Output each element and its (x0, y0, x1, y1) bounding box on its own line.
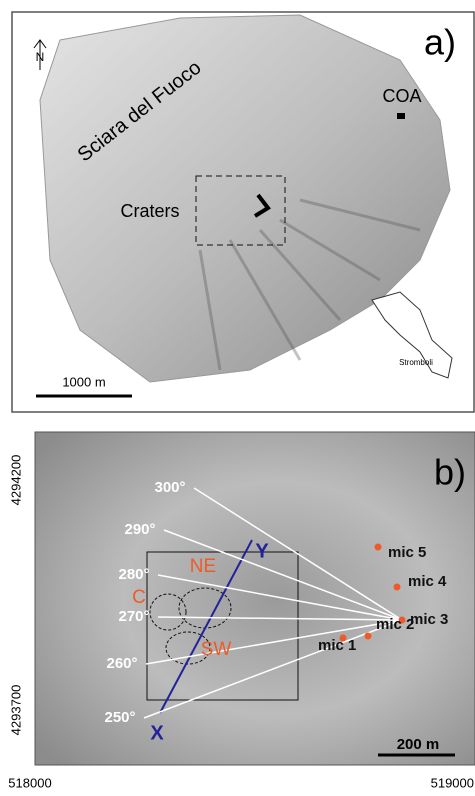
bearing-label: 260° (106, 655, 137, 672)
north-label: N (36, 50, 45, 64)
easting-label: 518000 (8, 775, 51, 790)
station-label: COA (382, 86, 421, 106)
microphone (365, 633, 372, 640)
microphone-label: mic 5 (388, 544, 426, 561)
bearing-label: 280° (118, 566, 149, 583)
station-marker (397, 113, 405, 119)
bearing-label: 290° (124, 521, 155, 538)
profile-label: X (150, 722, 164, 744)
microphone-label: mic 2 (376, 616, 414, 633)
microphone-label: mic 1 (318, 637, 356, 654)
panel-b: 300° 290° 280° 270° 260° 250° Y X NE C SW mic 5 mic … (8, 432, 475, 790)
scale-label: 1000 m (62, 374, 105, 389)
easting-label: 519000 (431, 775, 474, 790)
northing-label: 4294200 (8, 455, 23, 506)
scale-label: 200 m (397, 736, 440, 753)
panel-label: b) (434, 452, 466, 493)
crater-label: C (132, 587, 146, 608)
microphone (375, 544, 382, 551)
bearing-label: 250° (104, 709, 135, 726)
bearing-label: 300° (154, 479, 185, 496)
microphone-label: mic 3 (410, 611, 448, 628)
bearing-label: 270° (118, 608, 149, 625)
profile-label: Y (255, 540, 269, 562)
crater-label: NE (190, 556, 216, 577)
panel-a: N a) Sciara del Fuoco COA Craters 1000 m… (12, 12, 474, 412)
microphone (394, 584, 401, 591)
craters-label: Craters (120, 201, 179, 221)
panel-frame (35, 432, 475, 765)
inset-label: Stromboli (399, 358, 433, 367)
panel-label: a) (424, 22, 456, 63)
crater-label: SW (201, 639, 232, 660)
figure: N a) Sciara del Fuoco COA Craters 1000 m… (0, 0, 475, 796)
northing-label: 4293700 (8, 685, 23, 736)
microphone-label: mic 4 (408, 573, 447, 590)
